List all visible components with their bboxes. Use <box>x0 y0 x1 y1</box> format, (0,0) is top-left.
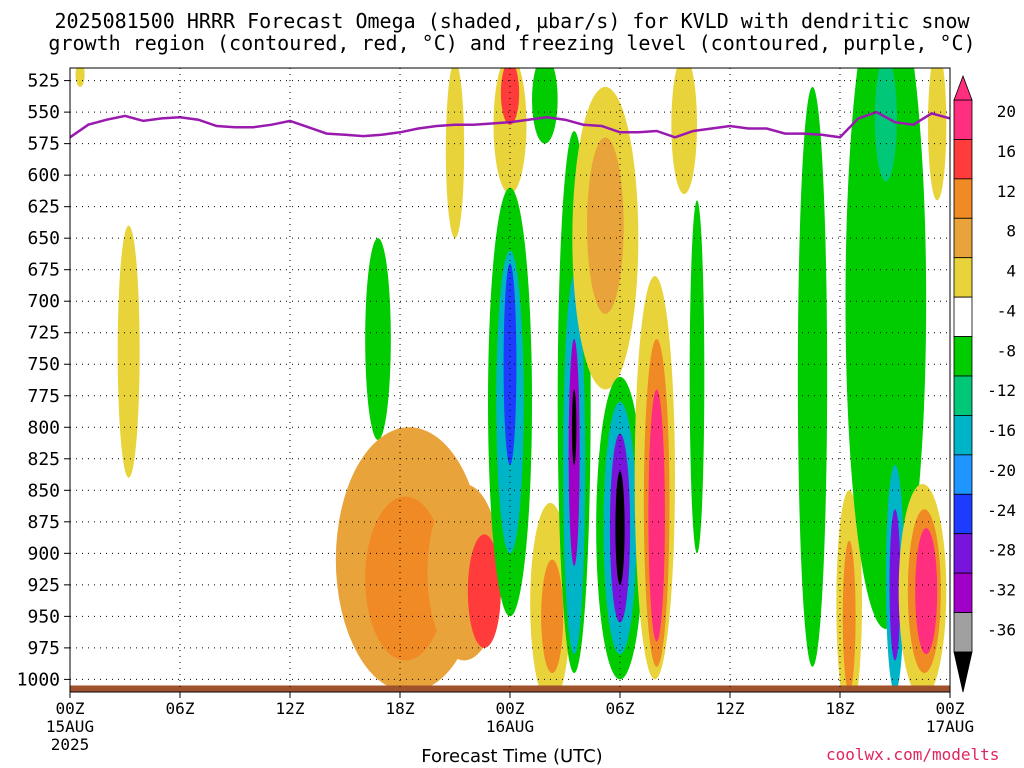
y-tick-label: 725 <box>27 323 60 344</box>
colorbar-label: -36 <box>987 620 1016 639</box>
colorbar-bin <box>953 454 973 495</box>
colorbar-label: -20 <box>987 461 1016 480</box>
colorbar-bin <box>953 217 973 259</box>
colorbar-bin <box>953 296 973 337</box>
y-tick-label: 800 <box>27 417 60 438</box>
y-tick-label: 650 <box>27 228 60 249</box>
omega-shaded-region <box>615 471 625 585</box>
omega-shaded-region <box>889 509 901 661</box>
omega-shaded-region <box>845 68 927 629</box>
x-tick-label: 18Z <box>386 699 415 718</box>
colorbar-bin <box>953 336 973 377</box>
y-tick-label: 550 <box>27 102 60 123</box>
colorbar-bin <box>953 415 973 456</box>
colorbar-label: -24 <box>987 501 1016 520</box>
y-tick-label: 975 <box>27 638 60 659</box>
y-tick-label: 575 <box>27 134 60 155</box>
omega-shaded-region <box>915 528 938 655</box>
colorbar-label: 4 <box>1006 262 1016 281</box>
omega-shaded-region <box>75 68 85 87</box>
x-tick-label: 2025 <box>51 735 90 754</box>
colorbar-label: -28 <box>987 541 1016 560</box>
colorbar-label: 16 <box>997 142 1016 161</box>
y-tick-label: 850 <box>27 480 60 501</box>
y-tick-label: 700 <box>27 291 60 312</box>
colorbar-label: 20 <box>997 102 1016 121</box>
credit-link[interactable]: coolwx.com/modelts <box>826 745 1000 764</box>
omega-shaded-region <box>648 389 665 642</box>
y-tick-label: 900 <box>27 543 60 564</box>
omega-shaded-region <box>467 534 501 648</box>
x-tick-label: 00Z <box>496 699 525 718</box>
y-tick-label: 750 <box>27 354 60 375</box>
colorbar-bin <box>953 99 973 140</box>
colorbar-bin <box>953 493 973 535</box>
x-tick-label: 17AUG <box>926 717 974 736</box>
colorbar-bin <box>953 533 973 574</box>
y-tick-label: 525 <box>27 71 60 92</box>
omega-shaded-region <box>842 540 856 692</box>
omega-shaded-region <box>671 68 697 195</box>
colorbar-label: 12 <box>997 182 1016 201</box>
colorbar-bin <box>953 178 973 219</box>
colorbar-bin <box>953 612 973 653</box>
x-tick-label: 12Z <box>276 699 305 718</box>
colorbar-label: -16 <box>987 421 1016 440</box>
colorbar-bin <box>953 139 973 180</box>
x-axis-label: Forecast Time (UTC) <box>421 746 603 767</box>
y-tick-label: 775 <box>27 386 60 407</box>
colorbar-bin <box>953 257 973 298</box>
x-tick-label: 06Z <box>166 699 195 718</box>
omega-shaded-region <box>445 68 465 239</box>
y-tick-label: 1000 <box>17 669 60 690</box>
y-tick-label: 675 <box>27 260 60 281</box>
x-tick-label: 00Z <box>936 699 965 718</box>
colorbar-under-arrow <box>953 651 973 693</box>
chart-title-line-1: 2025081500 HRRR Forecast Omega (shaded, … <box>54 9 970 33</box>
chart-title-line-2: growth region (contoured, red, °C) and f… <box>48 31 976 55</box>
omega-shaded-region <box>797 86 828 667</box>
x-tick-label: 18Z <box>826 699 855 718</box>
omega-shaded-region <box>500 68 520 125</box>
y-tick-label: 925 <box>27 575 60 596</box>
colorbar-label: -12 <box>987 381 1016 400</box>
omega-shaded-region <box>689 200 705 554</box>
x-tick-label: 00Z <box>56 699 85 718</box>
y-tick-label: 875 <box>27 512 60 533</box>
y-tick-label: 950 <box>27 606 60 627</box>
x-tick-label: 16AUG <box>486 717 534 736</box>
x-tick-label: 15AUG <box>46 717 94 736</box>
omega-shaded-region <box>365 496 446 661</box>
omega-shaded-region <box>365 238 391 440</box>
x-tick-label: 12Z <box>716 699 745 718</box>
omega-shaded-region <box>587 137 624 314</box>
y-tick-label: 600 <box>27 165 60 186</box>
omega-shaded-region <box>874 68 897 182</box>
colorbar-label: -32 <box>987 581 1016 600</box>
omega-shaded-region <box>117 225 140 478</box>
x-tick-label: 06Z <box>606 699 635 718</box>
colorbar-label: -4 <box>997 301 1016 320</box>
omega-shaded-region <box>532 68 558 144</box>
colorbar-label: -8 <box>997 341 1016 360</box>
omega-shaded-region <box>928 68 947 201</box>
omega-shaded-region <box>541 559 564 674</box>
colorbar-over-arrow <box>953 74 973 101</box>
y-tick-label: 625 <box>27 197 60 218</box>
surface-ground-band <box>70 685 950 692</box>
colorbar-label: 8 <box>1006 222 1016 241</box>
y-tick-label: 825 <box>27 449 60 470</box>
omega-shaded-region <box>503 263 517 466</box>
colorbar-bin <box>953 375 973 416</box>
colorbar-bin <box>953 572 973 613</box>
